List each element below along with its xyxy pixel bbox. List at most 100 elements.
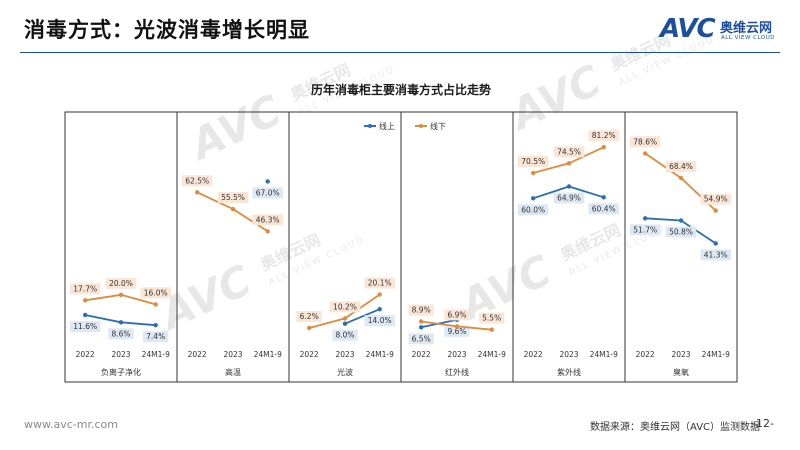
data-point [713,208,718,213]
data-point [566,161,572,166]
category-label: 高温 [225,367,241,377]
data-point [230,206,236,212]
data-label: 60.4% [592,204,616,213]
series-line [344,308,381,325]
legend-label: 线下 [430,121,446,131]
data-point [83,312,88,318]
data-label-bg [408,304,434,316]
data-point [377,307,382,312]
chart-panel: 红外线 2022 2023 24M1-9 6.5% 9.6% 8.9% 6.9% 5.5% [400,112,506,382]
data-label: 11.6% [73,322,97,331]
data-label-bg [105,277,137,289]
data-label-bg [588,203,619,215]
data-label-bg [296,311,322,322]
data-point [601,195,606,200]
watermark-text: AVC [181,85,289,170]
avc-logo: AVC 奥维云网 ALL VIEW CLOUD [660,14,774,44]
data-source-note: 数据来源：奥维云网（AVC）监测数据 [590,422,761,433]
data-label: 7.4% [146,332,165,341]
category-label: 红外线 [445,367,469,377]
data-label: 68.4% [669,162,693,171]
logo-en-text: ALL VIEW CLOUD [721,35,775,41]
data-point [118,320,124,325]
data-label-bg [700,249,731,261]
x-tick-label: 2023 [223,350,242,359]
data-point [419,325,424,330]
category-label: 紫外线 [557,367,581,377]
data-label-bg [517,204,549,216]
category-label: 光波 [337,367,353,377]
data-point [265,229,270,234]
data-label: 10.2% [333,302,357,311]
chart-panel: 紫外线 2022 2023 24M1-9 60.0% 64.9% 60.4% 70.5% 74.… [512,112,619,382]
x-tick-label: 2023 [671,350,690,359]
data-point [601,145,606,150]
data-label: 67.0% [256,188,280,197]
data-label-bg [629,136,661,148]
data-point [643,216,648,221]
data-label-bg [700,193,731,205]
page-title: 消毒方式：光波消毒增长明显 [24,18,310,42]
category-label: 臭氧 [673,367,689,377]
data-label-bg [665,161,697,172]
x-tick-label: 24M1-9 [590,350,618,359]
x-tick-label: 2023 [335,350,354,359]
data-point [531,196,536,201]
data-label: 20.1% [368,279,392,288]
data-label-bg [444,325,470,337]
data-label: 50.8% [669,228,693,237]
data-point [566,184,572,189]
logo-cn-text: 奥维云网 [720,21,773,36]
data-point [419,319,424,324]
data-label-bg [69,283,101,295]
data-label-bg [408,333,434,345]
data-label: 6.2% [300,312,319,321]
data-label-bg [329,301,361,313]
footer-url[interactable]: www.avc-mr.com [24,418,118,431]
data-label: 5.5% [482,314,501,323]
data-point [83,298,88,303]
data-label-bg [553,146,585,158]
x-tick-label: 2023 [111,350,130,359]
x-tick-label: 24M1-9 [702,350,730,359]
data-label: 54.9% [704,195,728,204]
data-point [153,302,158,307]
data-label: 81.2% [592,131,616,140]
data-point [531,170,536,176]
data-label-bg [629,224,661,236]
x-tick-label: 2022 [300,350,319,359]
chart-title: 历年消毒柜主要消毒方式占比走势 [311,82,491,97]
data-point [342,316,348,321]
chart-panels: 负离子净化 2022 2023 24M1-9 11.6% 8.6% 7.4% 17.7% 20.… [69,112,731,382]
data-label-bg [108,328,134,340]
data-label: 9.6% [447,327,466,336]
data-label: 62.5% [185,176,209,185]
data-label-bg [444,309,470,321]
data-label: 64.9% [557,194,581,203]
data-label: 46.3% [256,215,280,224]
chart-legend: 线上 线下 [364,121,446,131]
data-label: 8.6% [111,329,130,338]
data-label-bg [479,312,505,324]
data-point [678,218,684,223]
data-label: 78.6% [633,137,657,146]
page-number: -12- [752,417,774,430]
data-label-bg [665,226,697,238]
data-label: 74.5% [557,147,581,156]
data-label-bg [553,192,585,204]
data-label-bg [217,192,249,204]
data-label-bg [143,331,169,343]
chart-panel: 光波 2022 2023 24M1-9 8.0% 14.0% 6.2% 10.2% 20.1% [288,112,395,382]
data-label-bg [588,130,619,142]
data-label: 14.0% [368,316,392,325]
chart-panel: 高温 2022 2023 24M1-9 67.0% 62.5% 55.5% 46.3% [176,112,283,382]
x-tick-label: 2022 [76,350,95,359]
data-label-bg [332,329,358,341]
data-label-bg [181,175,213,187]
legend-marker [368,124,372,128]
data-label-bg [517,156,549,167]
x-tick-label: 2023 [559,350,578,359]
